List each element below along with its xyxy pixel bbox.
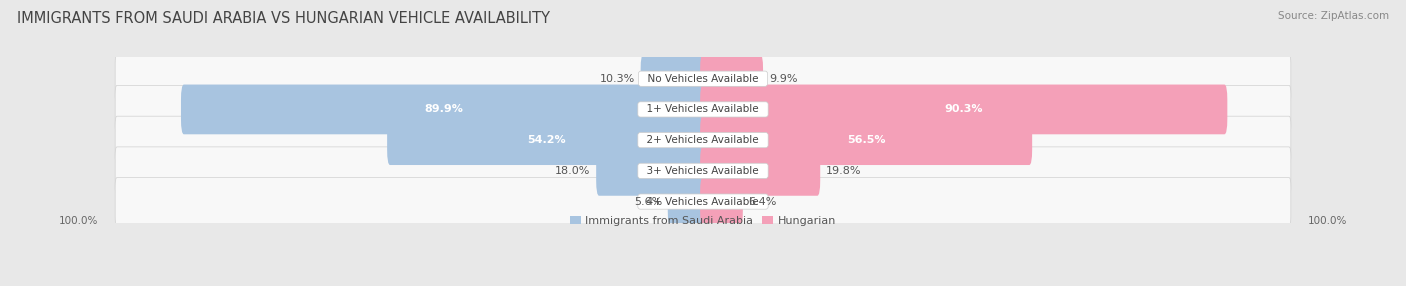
- Text: 6.4%: 6.4%: [748, 196, 778, 206]
- FancyBboxPatch shape: [115, 55, 1291, 103]
- Text: 10.3%: 10.3%: [599, 74, 636, 84]
- Text: 90.3%: 90.3%: [945, 104, 983, 114]
- Text: 9.9%: 9.9%: [769, 74, 797, 84]
- FancyBboxPatch shape: [668, 177, 706, 227]
- Text: 1+ Vehicles Available: 1+ Vehicles Available: [641, 104, 765, 114]
- Text: 89.9%: 89.9%: [425, 104, 463, 114]
- FancyBboxPatch shape: [700, 85, 1227, 134]
- Text: 2+ Vehicles Available: 2+ Vehicles Available: [641, 135, 765, 145]
- FancyBboxPatch shape: [181, 85, 706, 134]
- Legend: Immigrants from Saudi Arabia, Hungarian: Immigrants from Saudi Arabia, Hungarian: [569, 216, 837, 226]
- FancyBboxPatch shape: [596, 146, 706, 196]
- Text: No Vehicles Available: No Vehicles Available: [641, 74, 765, 84]
- Text: 19.8%: 19.8%: [825, 166, 862, 176]
- FancyBboxPatch shape: [115, 147, 1291, 195]
- FancyBboxPatch shape: [700, 177, 742, 227]
- FancyBboxPatch shape: [641, 54, 706, 104]
- FancyBboxPatch shape: [115, 86, 1291, 133]
- Text: 100.0%: 100.0%: [1308, 216, 1347, 226]
- FancyBboxPatch shape: [115, 178, 1291, 226]
- Text: 56.5%: 56.5%: [846, 135, 886, 145]
- Text: Source: ZipAtlas.com: Source: ZipAtlas.com: [1278, 11, 1389, 21]
- FancyBboxPatch shape: [700, 115, 1032, 165]
- Text: IMMIGRANTS FROM SAUDI ARABIA VS HUNGARIAN VEHICLE AVAILABILITY: IMMIGRANTS FROM SAUDI ARABIA VS HUNGARIA…: [17, 11, 550, 26]
- Text: 3+ Vehicles Available: 3+ Vehicles Available: [641, 166, 765, 176]
- Text: 5.6%: 5.6%: [634, 196, 662, 206]
- FancyBboxPatch shape: [700, 146, 820, 196]
- Text: 18.0%: 18.0%: [555, 166, 591, 176]
- FancyBboxPatch shape: [700, 54, 763, 104]
- Text: 54.2%: 54.2%: [527, 135, 565, 145]
- FancyBboxPatch shape: [115, 116, 1291, 164]
- Text: 4+ Vehicles Available: 4+ Vehicles Available: [641, 196, 765, 206]
- Text: 100.0%: 100.0%: [59, 216, 98, 226]
- FancyBboxPatch shape: [387, 115, 706, 165]
